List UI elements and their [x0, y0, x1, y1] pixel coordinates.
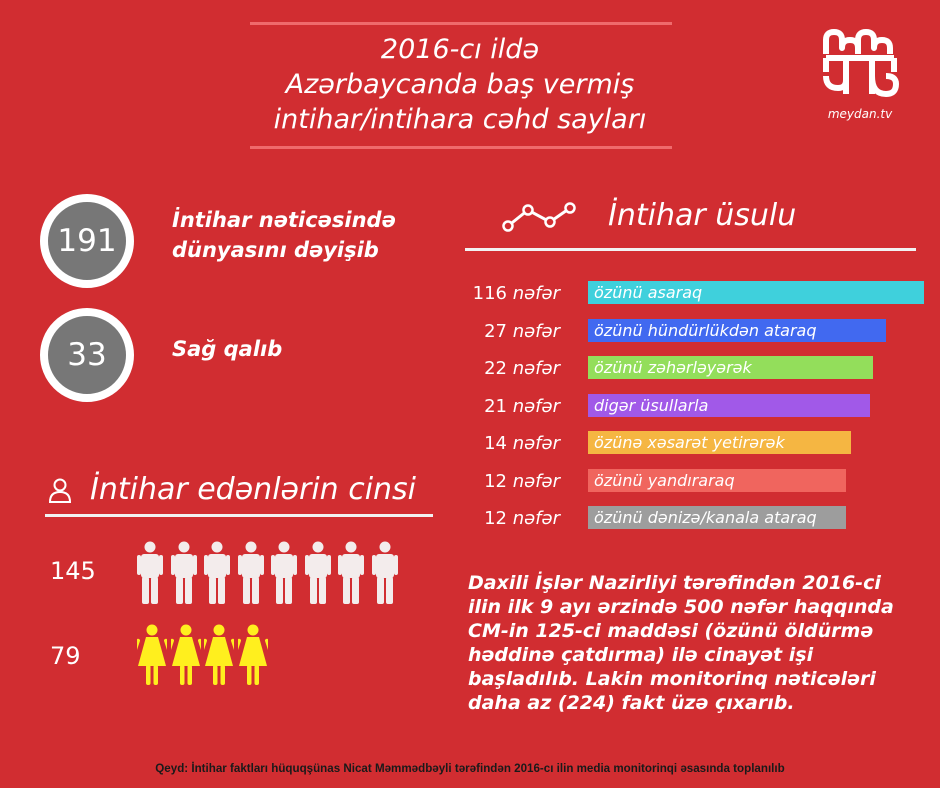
- method-bar: özünü dənizə/kanala ataraq: [588, 506, 846, 529]
- footer-note: Qeyd: İntihar faktları hüquqşünas Nicat …: [155, 762, 785, 775]
- method-count: 116 nəfər: [465, 283, 560, 304]
- male-figure-icon: [237, 541, 264, 609]
- male-figure-icon: [170, 541, 197, 609]
- method-bar: digər üsullarla: [588, 393, 870, 417]
- method-unit: nəfər: [512, 470, 560, 492]
- method-count: 21 nəfər: [465, 396, 560, 417]
- method-unit: nəfər: [512, 283, 560, 304]
- stat-label-died: İntihar nəticəsində dünyasını dəyişib: [172, 205, 396, 265]
- method-bar: özünü hündürlükdən ataraq: [588, 318, 886, 342]
- method-bar: özünü asaraq: [588, 281, 924, 304]
- method-bar-row: 27 nəfər özünü hündürlükdən ataraq: [465, 318, 935, 345]
- stat-circle-survived: 33: [40, 308, 134, 402]
- title-line-1: 2016-cı ildə: [380, 34, 540, 65]
- method-bar-row: 22 nəfər özünü zəhərləyərək: [465, 356, 935, 382]
- method-label: özünə xəsarət yetirərək: [594, 433, 785, 452]
- method-bar-row: 21 nəfər digər üsullarla: [465, 393, 935, 420]
- method-bar-row: 12 nəfər özünü dənizə/kanala ataraq: [465, 506, 935, 532]
- method-value: 22: [484, 358, 513, 379]
- method-count: 14 nəfər: [465, 433, 560, 454]
- method-bar: özünü yandıraraq: [588, 468, 846, 492]
- stat-label-survived-line-1: Sağ qalıb: [172, 337, 283, 361]
- female-count: 79: [50, 642, 81, 670]
- method-label: özünü yandıraraq: [594, 470, 735, 490]
- male-figure-icon: [304, 541, 331, 609]
- note-line-6: daha az (224) fakt üzə çıxarıb.: [468, 692, 795, 714]
- person-icon: [48, 478, 72, 503]
- gender-rule: [45, 514, 433, 517]
- note-line-2: ilin ilk 9 ayı ərzində 500 nəfər haqqınd…: [468, 596, 894, 618]
- female-figure-icon: [232, 624, 273, 690]
- stat-circle-died: 191: [40, 194, 134, 288]
- meydan-logo-icon: [823, 29, 899, 97]
- title-line-3: intihar/intihara cəhd sayları: [273, 104, 647, 135]
- method-unit: nəfər: [512, 320, 560, 342]
- note-text: Daxili İşlər Nazirliyi tərəfindən 2016-c…: [468, 571, 928, 715]
- female-figure-icon: [165, 624, 206, 690]
- method-bar-row: 12 nəfər özünü yandıraraq: [465, 468, 935, 495]
- title-line-2: Azərbaycanda baş vermiş: [285, 69, 635, 100]
- stat-label-died-line-1: İntihar nəticəsində: [172, 208, 396, 232]
- method-unit: nəfər: [512, 395, 560, 417]
- method-bar: özünə xəsarət yetirərək: [588, 431, 852, 454]
- method-bar-row: 116 nəfər özünü asaraq: [465, 281, 935, 307]
- male-figure-icon: [338, 541, 364, 609]
- method-count: 12 nəfər: [465, 508, 560, 529]
- method-unit: nəfər: [512, 358, 560, 379]
- stat-value-survived: 33: [67, 337, 107, 373]
- note-line-1: Daxili İşlər Nazirliyi tərəfindən 2016-c…: [468, 572, 881, 594]
- male-figure-icon: [137, 541, 163, 609]
- note-line-5: başladılıb. Lakin monitorinq nəticələri: [468, 668, 876, 690]
- method-value: 14: [484, 433, 513, 454]
- method-unit: nəfər: [512, 508, 560, 529]
- stat-value-died: 191: [57, 223, 117, 259]
- male-count: 145: [50, 557, 96, 585]
- stat-label-survived: Sağ qalıb: [172, 334, 282, 364]
- method-value: 12: [484, 508, 513, 529]
- male-figure-icon: [371, 541, 398, 609]
- method-value: 12: [484, 470, 513, 492]
- method-count: 27 nəfər: [465, 321, 560, 342]
- method-count: 22 nəfər: [465, 358, 560, 379]
- methods-rule: [465, 248, 916, 251]
- method-unit: nəfər: [512, 433, 560, 454]
- logo-text: meydan.tv: [827, 107, 893, 121]
- method-value: 116: [472, 283, 513, 304]
- line-chart-icon: [502, 202, 576, 232]
- method-value: 27: [484, 320, 513, 342]
- female-figure-icon: [131, 624, 173, 690]
- method-label: özünü zəhərləyərək: [594, 358, 752, 377]
- method-count: 12 nəfər: [465, 471, 560, 492]
- male-figure-icon: [204, 541, 230, 609]
- note-line-3: CM-in 125-ci maddəsi (özünü öldürmə: [468, 620, 874, 642]
- stat-label-died-line-2: dünyasını dəyişib: [172, 238, 379, 262]
- note-line-4: həddinə çatdırma) ilə cinayət işi: [468, 644, 814, 666]
- male-figure-icon: [271, 541, 297, 609]
- title-top-rule: [250, 22, 672, 25]
- method-label: özünü hündürlükdən ataraq: [594, 320, 817, 340]
- method-bar: özünü zəhərləyərək: [588, 356, 873, 379]
- title-bottom-rule: [250, 146, 672, 149]
- methods-title: İntihar üsulu: [608, 198, 797, 233]
- female-figure-icon: [198, 624, 240, 690]
- method-bar-row: 14 nəfər özünə xəsarət yetirərək: [465, 431, 935, 457]
- method-label: digər üsullarla: [594, 395, 709, 415]
- method-label: özünü asaraq: [594, 283, 703, 302]
- gender-title: İntihar edənlərin cinsi: [90, 472, 417, 507]
- method-value: 21: [484, 395, 513, 417]
- page-title: 2016-cı ildə Azərbaycanda baş vermiş int…: [230, 32, 690, 137]
- method-label: özünü dənizə/kanala ataraq: [594, 508, 817, 527]
